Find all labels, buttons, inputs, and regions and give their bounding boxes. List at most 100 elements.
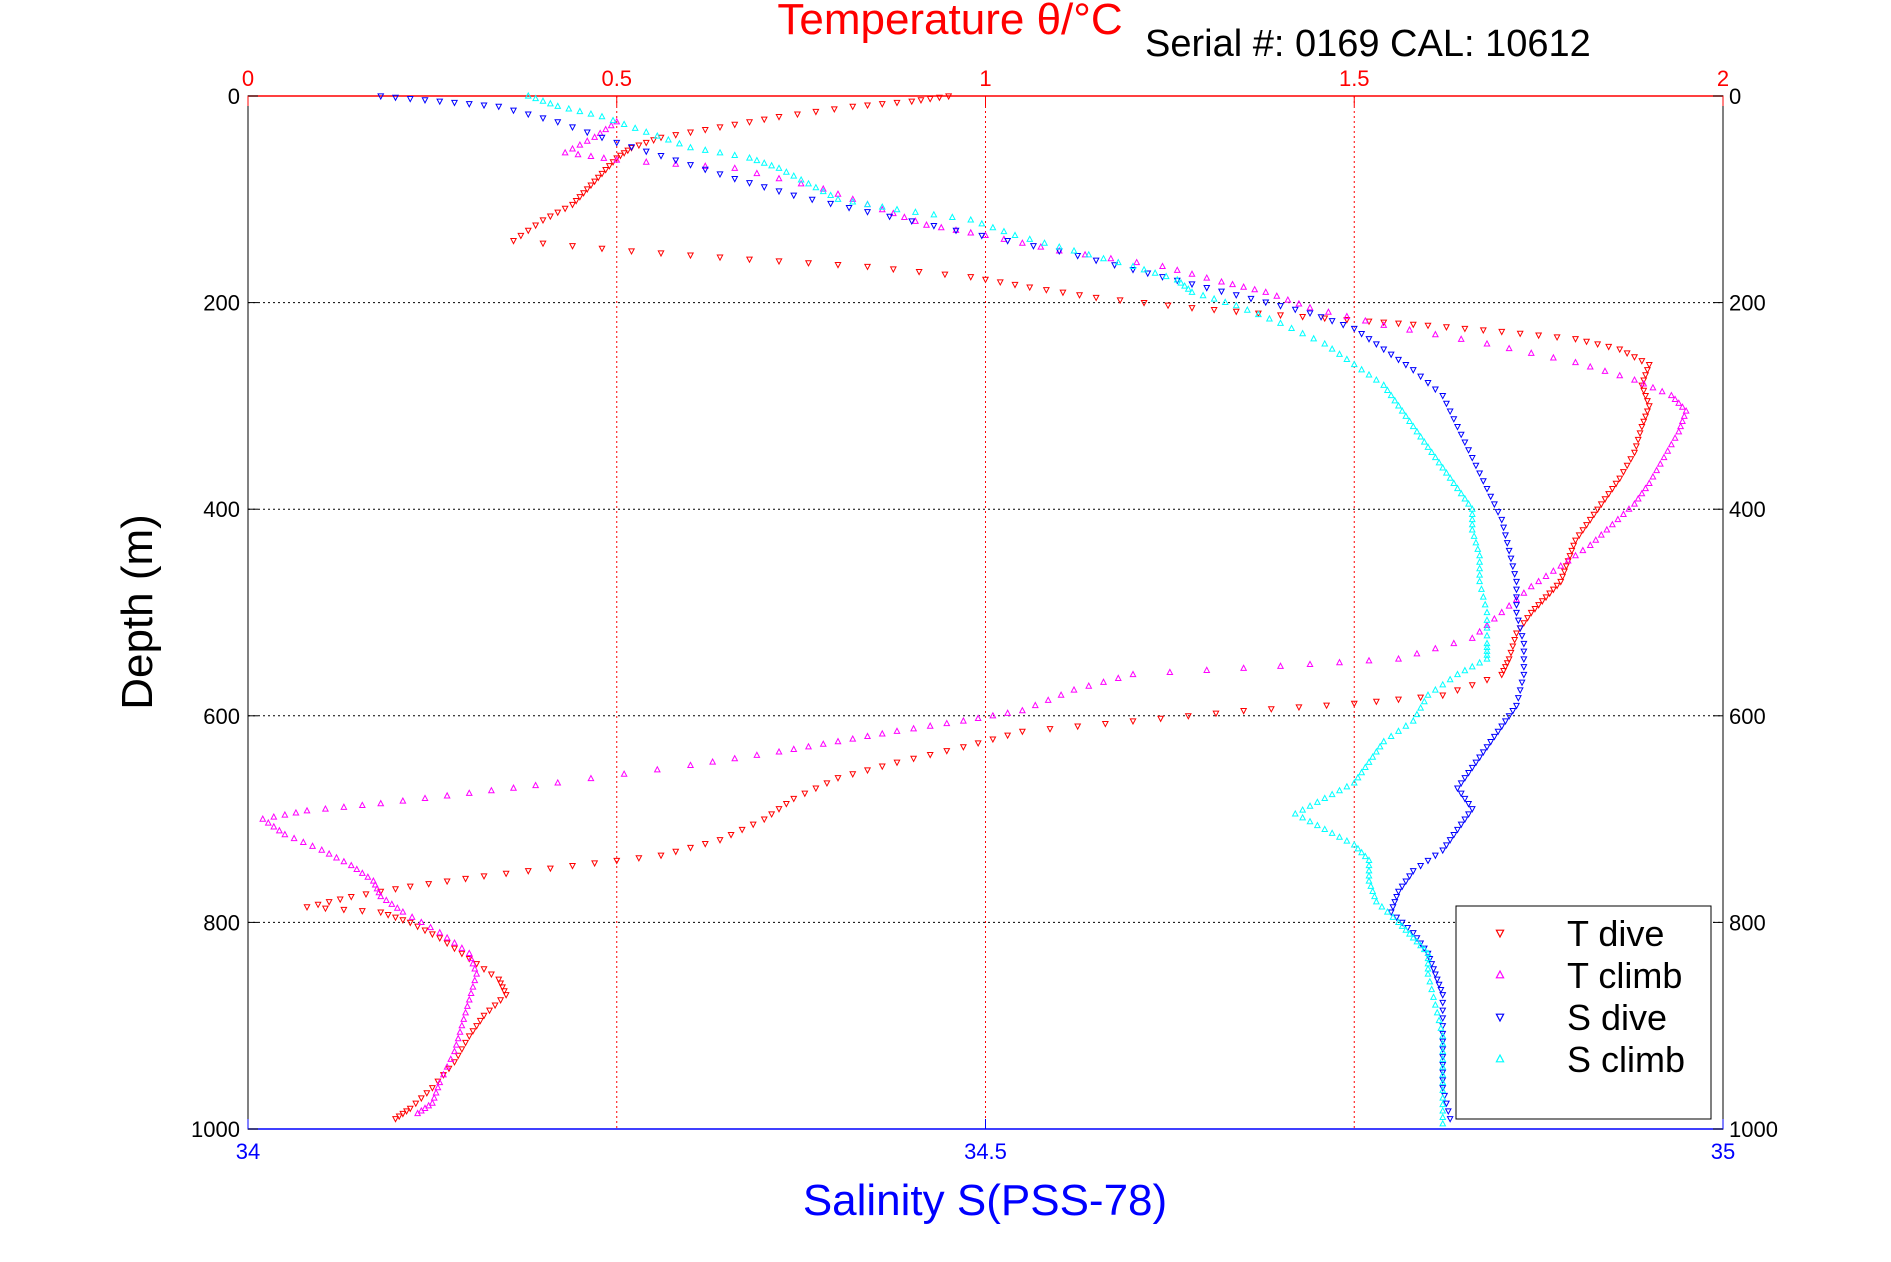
data-point xyxy=(1638,489,1646,497)
data-point xyxy=(775,188,783,196)
y-tick-label-right: 600 xyxy=(1729,704,1766,729)
data-point xyxy=(1476,570,1484,578)
data-point xyxy=(1476,577,1484,585)
data-point xyxy=(443,878,451,886)
data-point xyxy=(1483,608,1491,616)
data-point xyxy=(804,742,813,750)
data-point xyxy=(845,204,853,212)
data-point xyxy=(1428,448,1436,455)
data-point xyxy=(591,178,599,186)
data-point xyxy=(1406,325,1414,333)
data-point xyxy=(1446,1116,1454,1123)
data-point xyxy=(731,164,739,171)
data-point xyxy=(915,269,923,276)
data-point xyxy=(1424,443,1432,450)
data-point xyxy=(1476,754,1484,762)
data-point xyxy=(609,116,617,124)
data-point xyxy=(388,900,396,907)
data-point xyxy=(384,912,392,919)
data-point xyxy=(1151,269,1159,276)
data-point xyxy=(364,873,372,880)
data-point xyxy=(1075,292,1084,299)
data-point xyxy=(465,1033,473,1041)
data-point xyxy=(1505,656,1513,664)
data-point xyxy=(1284,295,1292,303)
data-point xyxy=(1483,744,1491,751)
data-point xyxy=(414,1109,422,1117)
data-point xyxy=(480,1012,488,1020)
data-point xyxy=(1542,572,1550,579)
data-point xyxy=(1306,802,1314,809)
data-point xyxy=(1645,403,1653,410)
data-point xyxy=(1439,1070,1447,1078)
data-point xyxy=(1295,704,1303,712)
data-point xyxy=(701,146,709,153)
data-point xyxy=(321,905,329,913)
temperature-tick-label: 0.5 xyxy=(601,66,632,91)
data-point xyxy=(1579,527,1587,534)
data-point xyxy=(1571,336,1580,343)
data-point xyxy=(1439,1031,1447,1039)
data-point xyxy=(1350,700,1358,708)
data-point xyxy=(458,1046,466,1054)
data-point xyxy=(1444,1108,1452,1115)
data-point xyxy=(1470,532,1478,539)
temperature-tick-label: 1 xyxy=(979,66,991,91)
data-point xyxy=(613,857,621,865)
data-point xyxy=(450,99,459,107)
data-point xyxy=(1000,227,1008,235)
data-point xyxy=(653,131,661,139)
data-point xyxy=(382,896,390,904)
data-point xyxy=(1111,262,1119,269)
data-point xyxy=(1498,723,1506,731)
data-point xyxy=(1413,427,1421,435)
data-point xyxy=(568,124,577,132)
data-point xyxy=(471,976,479,984)
data-point xyxy=(1509,708,1517,715)
data-point xyxy=(1616,346,1624,354)
data-point xyxy=(775,114,783,121)
data-point xyxy=(701,841,709,848)
data-point xyxy=(462,1039,470,1047)
data-point xyxy=(1507,649,1515,657)
data-point xyxy=(613,139,621,147)
data-point xyxy=(1483,485,1491,493)
data-point xyxy=(716,148,724,156)
data-point xyxy=(399,908,407,915)
data-point xyxy=(491,1002,499,1010)
temperature-tick-label: 2 xyxy=(1717,66,1729,91)
data-point xyxy=(886,213,894,221)
series-s-dive xyxy=(377,93,1528,1123)
data-point xyxy=(910,724,918,732)
data-point xyxy=(1173,275,1181,283)
data-point xyxy=(607,121,615,129)
data-point xyxy=(1254,310,1262,318)
data-point xyxy=(500,988,508,995)
legend-label: S dive xyxy=(1567,997,1667,1038)
data-point xyxy=(863,200,872,208)
data-point xyxy=(627,248,636,256)
data-point xyxy=(731,151,739,158)
data-point xyxy=(1140,265,1148,273)
data-point xyxy=(1605,343,1613,351)
y-tick-label-right: 800 xyxy=(1729,910,1766,935)
data-point xyxy=(1538,598,1546,605)
data-point xyxy=(834,262,842,269)
data-point xyxy=(561,148,569,156)
data-point xyxy=(1557,561,1565,569)
data-point xyxy=(443,791,451,799)
data-point xyxy=(1393,893,1401,901)
data-point xyxy=(1564,556,1572,564)
data-point xyxy=(281,830,289,838)
data-point xyxy=(801,790,809,798)
data-point xyxy=(1439,463,1447,471)
data-point xyxy=(893,99,901,107)
data-point xyxy=(1479,749,1487,757)
data-point xyxy=(1516,687,1524,695)
data-point xyxy=(565,104,573,112)
data-point xyxy=(1387,351,1395,359)
data-point xyxy=(1343,782,1351,790)
data-point xyxy=(1004,732,1012,740)
data-point xyxy=(701,166,709,174)
data-point xyxy=(1483,677,1491,684)
